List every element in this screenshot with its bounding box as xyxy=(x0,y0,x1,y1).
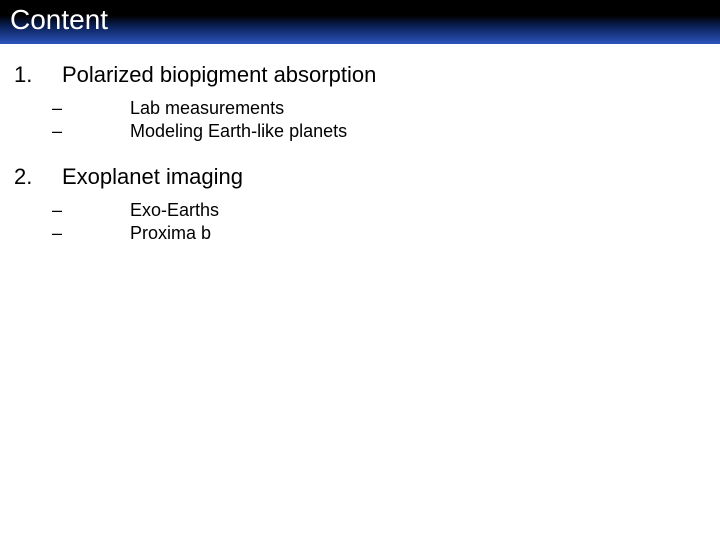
list-item: – Proxima b xyxy=(14,223,706,244)
list-item: – Exo-Earths xyxy=(14,200,706,221)
section-number: 2. xyxy=(14,164,62,190)
section-2: 2. Exoplanet imaging – Exo-Earths – Prox… xyxy=(14,164,706,244)
sub-item-text: Proxima b xyxy=(130,223,211,244)
title-bar: Content xyxy=(0,0,720,44)
section-number: 1. xyxy=(14,62,62,88)
sub-item-text: Exo-Earths xyxy=(130,200,219,221)
list-item: – Lab measurements xyxy=(14,98,706,119)
dash-icon: – xyxy=(14,121,70,142)
section-row: 1. Polarized biopigment absorption xyxy=(14,62,706,88)
section-title: Polarized biopigment absorption xyxy=(62,62,376,88)
section-1: 1. Polarized biopigment absorption – Lab… xyxy=(14,62,706,142)
dash-icon: – xyxy=(14,98,70,119)
section-row: 2. Exoplanet imaging xyxy=(14,164,706,190)
dash-icon: – xyxy=(14,200,70,221)
sub-item-text: Lab measurements xyxy=(130,98,284,119)
slide-title: Content xyxy=(10,4,710,36)
sub-item-text: Modeling Earth-like planets xyxy=(130,121,347,142)
list-item: – Modeling Earth-like planets xyxy=(14,121,706,142)
slide-content: 1. Polarized biopigment absorption – Lab… xyxy=(0,44,720,244)
section-title: Exoplanet imaging xyxy=(62,164,243,190)
dash-icon: – xyxy=(14,223,70,244)
